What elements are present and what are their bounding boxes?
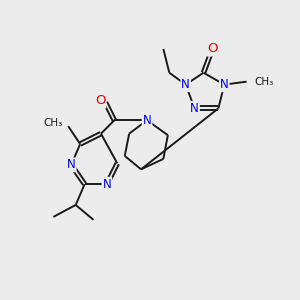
Text: N: N xyxy=(103,178,111,191)
Text: N: N xyxy=(67,158,76,171)
Text: CH₃: CH₃ xyxy=(254,76,273,87)
Text: O: O xyxy=(95,94,105,107)
Text: CH₃: CH₃ xyxy=(44,118,63,128)
Text: O: O xyxy=(207,42,218,56)
Text: N: N xyxy=(143,114,152,127)
Text: N: N xyxy=(190,102,199,115)
Text: N: N xyxy=(181,78,190,91)
Text: N: N xyxy=(220,78,229,91)
